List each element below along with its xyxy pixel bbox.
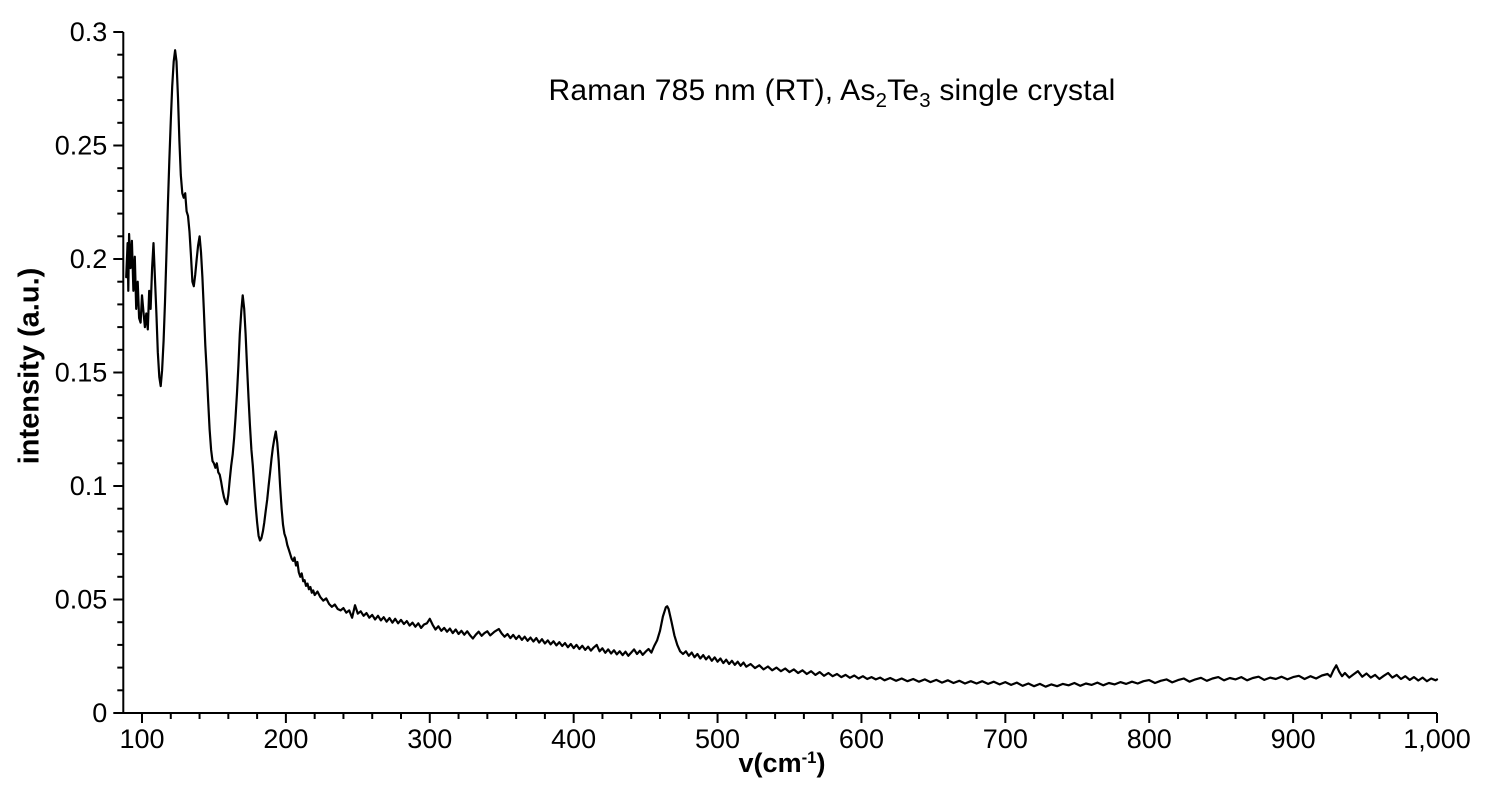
y-axis-title: intensity (a.u.): [13, 267, 46, 465]
x-tick-label: 200: [263, 724, 308, 754]
y-tick-label: 0.2: [70, 244, 108, 274]
y-tick-label: 0.05: [55, 585, 108, 615]
x-tick-label: 700: [983, 724, 1028, 754]
x-tick-label: 800: [1127, 724, 1172, 754]
chart-title-suffix: single crystal: [930, 74, 1116, 107]
y-tick-label: 0.15: [55, 358, 108, 388]
x-tick-label: 500: [695, 724, 740, 754]
x-axis-title: v(cm-1): [739, 748, 826, 779]
title-subscript-2: 2: [875, 90, 888, 112]
x-axis-title-suffix: ): [816, 748, 826, 778]
x-axis-title-superscript: -1: [801, 748, 817, 767]
spectrum-line: [125, 49, 1439, 688]
x-axis-title-text: v(cm: [738, 748, 802, 778]
chart-title-mid: Te: [887, 74, 920, 107]
x-tick-label: 400: [551, 724, 596, 754]
y-tick-label: 0.25: [55, 131, 108, 161]
x-tick-label: 900: [1271, 724, 1316, 754]
x-tick-label: 1,000: [1403, 724, 1471, 754]
y-tick-label: 0.3: [70, 17, 108, 47]
x-tick-label: 600: [839, 724, 884, 754]
x-tick-label: 300: [407, 724, 452, 754]
y-tick-label: 0.1: [70, 471, 108, 501]
x-tick-label: 100: [119, 724, 164, 754]
y-tick-label: 0: [92, 698, 107, 728]
axis-spines: [122, 32, 1437, 714]
title-subscript-3: 3: [919, 90, 931, 112]
chart-title: Raman 785 nm (RT), As2Te3 single crystal: [548, 74, 1116, 111]
chart-title-text: Raman 785 nm (RT), As: [548, 74, 876, 107]
